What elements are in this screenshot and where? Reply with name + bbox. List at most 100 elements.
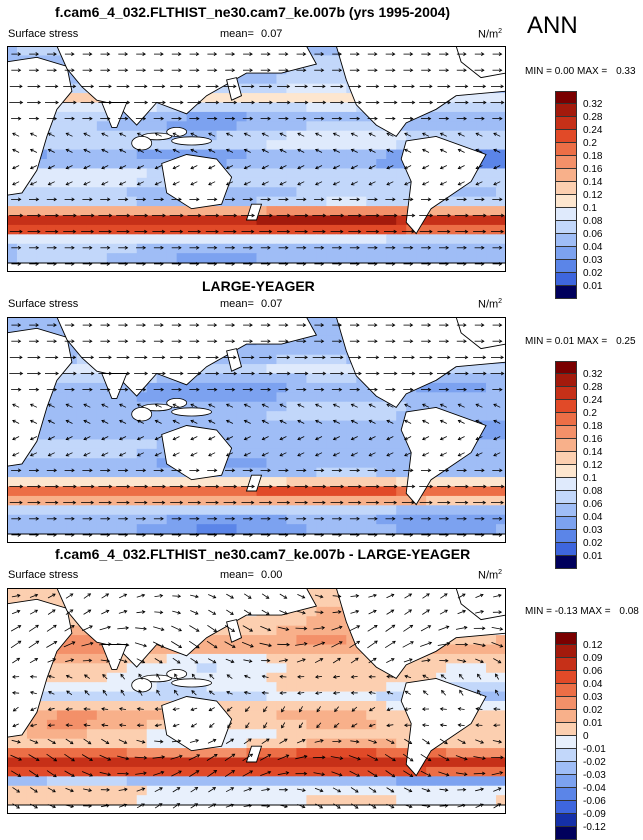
stress-cell (276, 616, 287, 626)
stress-cell (67, 383, 78, 393)
stress-cell (57, 477, 68, 487)
stress-cell (326, 383, 337, 393)
stress-cell (426, 496, 437, 506)
stress-cell (257, 140, 268, 150)
stress-cell (17, 487, 28, 497)
stress-cell (237, 168, 248, 178)
stress-cell (426, 225, 437, 235)
stress-cell (496, 234, 506, 244)
stress-cell (97, 682, 108, 692)
stress-cell (237, 225, 248, 235)
stress-cell (406, 392, 417, 402)
stress-cell (336, 374, 347, 384)
stress-cell (147, 468, 158, 478)
stress-cell (316, 345, 327, 355)
stress-cell (486, 682, 497, 692)
stress-cell (486, 402, 497, 412)
stress-cell (336, 421, 347, 431)
stress-cell (237, 140, 248, 150)
stress-cell (396, 739, 407, 749)
stress-cell (366, 216, 377, 226)
stress-cell (296, 439, 307, 449)
stress-cell (306, 421, 317, 431)
stress-cell (257, 112, 268, 122)
stress-cell (366, 150, 377, 160)
stress-cell (257, 216, 268, 226)
stress-cell (77, 234, 88, 244)
stress-cell (286, 739, 297, 749)
stress-cell (257, 411, 268, 421)
stress-cell (436, 225, 447, 235)
stress-cell (356, 729, 367, 739)
stress-cell (306, 74, 317, 84)
stress-cell (336, 496, 347, 506)
stress-cell (476, 411, 487, 421)
colorbar-swatch (555, 478, 577, 491)
stress-cell (157, 383, 168, 393)
stress-cell (237, 187, 248, 197)
stress-cell (117, 216, 128, 226)
colorbar-tick-label: 0.01 (583, 550, 602, 563)
stress-cell (266, 345, 277, 355)
stress-cell (127, 178, 138, 188)
stress-cell (266, 121, 277, 131)
stress-cell (217, 487, 228, 497)
stress-cell (336, 187, 347, 197)
stress-cell (316, 682, 327, 692)
stress-cell (87, 515, 98, 525)
stress-cell (366, 168, 377, 178)
stress-cell (466, 392, 477, 402)
stress-cell (396, 187, 407, 197)
stress-cell (346, 197, 357, 207)
stress-cell (97, 524, 108, 534)
stress-cell (376, 515, 387, 525)
stress-cell (396, 178, 407, 188)
colorbar-tick-label: 0.06 (583, 228, 602, 241)
stress-cell (356, 121, 367, 131)
stress-cell (117, 524, 128, 534)
colorbar-swatch (555, 221, 577, 234)
stress-cell (237, 439, 248, 449)
stress-cell (486, 411, 497, 421)
stress-cell (257, 345, 268, 355)
stress-cell (436, 496, 447, 506)
stress-cell (47, 524, 58, 534)
stress-cell (107, 505, 118, 515)
stress-cell (237, 505, 248, 515)
stress-cell (286, 383, 297, 393)
stress-cell (306, 216, 317, 226)
stress-cell (137, 458, 148, 468)
colorbar-swatch (555, 517, 577, 530)
stress-cell (247, 496, 258, 506)
stress-cell (336, 468, 347, 478)
stress-cell (306, 112, 317, 122)
stress-cell (336, 121, 347, 131)
stress-cell (77, 402, 88, 412)
stress-cell (97, 439, 108, 449)
stress-cell (87, 150, 98, 160)
stress-cell (67, 150, 78, 160)
stress-cell (127, 216, 138, 226)
stress-cell (87, 234, 98, 244)
stress-cell (147, 720, 158, 730)
stress-cell (446, 673, 457, 683)
stress-cell (436, 234, 447, 244)
stress-cell (266, 150, 277, 160)
stress-cell (147, 505, 158, 515)
stress-cell (97, 458, 108, 468)
stress-cell (326, 168, 337, 178)
stress-cell (247, 364, 258, 374)
stress-cell (346, 131, 357, 141)
stress-cell (107, 458, 118, 468)
stress-cell (356, 140, 367, 150)
colorbar-tick-label: 0.16 (583, 433, 602, 446)
stress-cell (47, 458, 58, 468)
stress-cell (276, 206, 287, 216)
stress-cell (257, 515, 268, 525)
stress-cell (227, 524, 238, 534)
stress-cell (366, 487, 377, 497)
stress-cell (376, 468, 387, 478)
stress-cell (167, 515, 178, 525)
stress-cell (127, 692, 138, 702)
stress-cell (97, 477, 108, 487)
